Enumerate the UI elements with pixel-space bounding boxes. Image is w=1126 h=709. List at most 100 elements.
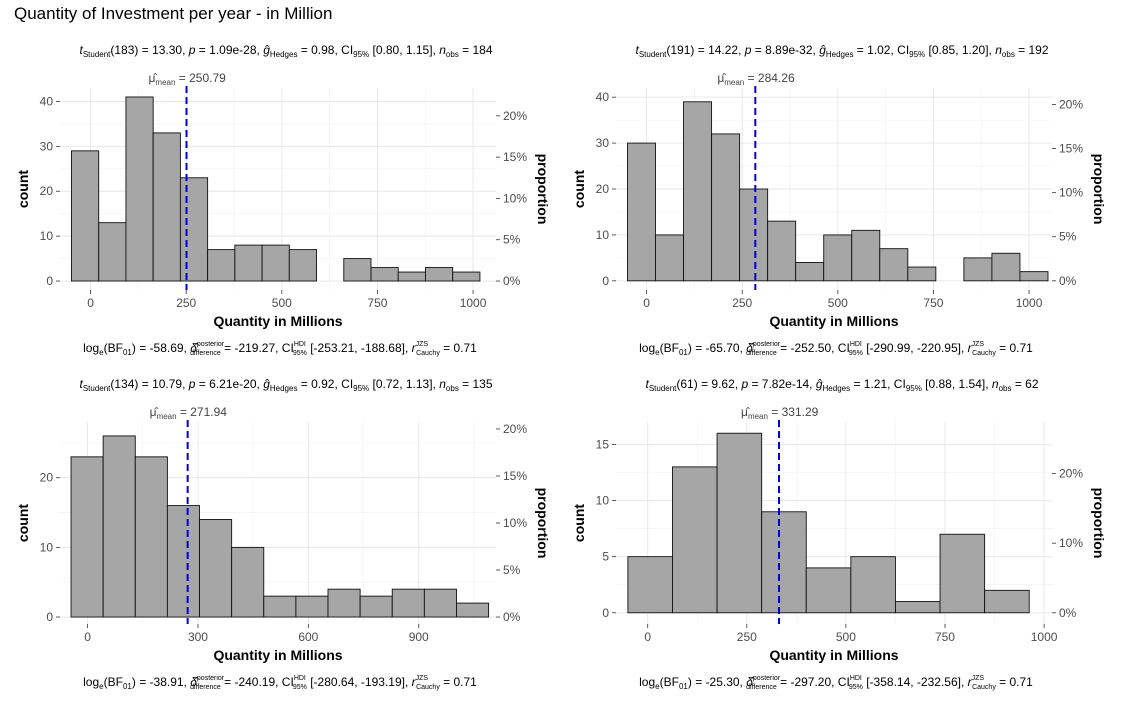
cap-logbf-value: ) = -25.30,	[688, 675, 746, 689]
histogram-bar	[907, 266, 937, 282]
x-tick-label: 600	[298, 630, 318, 644]
mean-symbol: μ̂	[741, 405, 750, 419]
cap-bf: (BF	[104, 675, 123, 689]
histogram-bar	[850, 556, 896, 614]
stat-t-subscript: Student	[639, 50, 667, 59]
stat-g-symbol: ĝ	[819, 43, 826, 57]
cap-ci-value: [-280.64, -193.19],	[307, 675, 412, 689]
y-tick-label: 10	[40, 540, 54, 554]
x-tick-label: 1000	[1031, 630, 1058, 644]
stat-t-symbol: t	[79, 377, 83, 391]
cap-r-symbol: r	[412, 341, 417, 355]
histogram-bar	[263, 595, 297, 618]
stat-t-symbol: t	[635, 43, 639, 57]
y-tick-label: 0	[602, 274, 609, 288]
mean-subscript: mean	[748, 412, 768, 421]
x-tick-label: 250	[732, 296, 752, 310]
stat-n-subscript: obs	[1002, 50, 1015, 59]
mean-value: = 284.26	[744, 71, 795, 85]
cap-r-value: = 0.71	[996, 675, 1033, 689]
x-tick-label: 500	[272, 296, 292, 310]
stat-t-subscript: Student	[83, 384, 111, 393]
histogram-bar	[231, 546, 265, 618]
cap-bf: (BF	[660, 341, 679, 355]
stats-subtitle: tStudent(191) = 14.22, p = 8.89e-32, ĝHe…	[635, 43, 1048, 59]
proportion-axis-title: proportion	[535, 488, 551, 559]
proportion-tick-label: 15%	[503, 469, 527, 483]
cap-delta-sub: difference	[190, 350, 221, 357]
x-axis-title: Quantity in Millions	[769, 313, 898, 329]
stat-ci-value: [0.85, 1.20],	[925, 43, 995, 57]
y-tick-label: 10	[40, 229, 54, 243]
mean-subscript: mean	[155, 78, 175, 87]
histogram-bar	[125, 96, 154, 282]
proportion-tick-label: 0%	[503, 610, 521, 624]
stat-n-symbol: n	[439, 377, 446, 391]
mean-subscript: mean	[157, 412, 177, 421]
cap-ci-sup: HDI	[294, 675, 306, 682]
cap-ci-sup: HDI	[294, 341, 306, 348]
histogram-bar	[288, 249, 318, 282]
cap-ci-sup: HDI	[850, 341, 862, 348]
proportion-tick-label: 20%	[1059, 467, 1083, 481]
histogram-bar	[716, 432, 763, 614]
histogram-bar	[1019, 271, 1049, 282]
proportion-tick-label: 0%	[503, 274, 521, 288]
histogram-bar	[425, 267, 454, 282]
cap-bf-sub: 01	[679, 682, 688, 691]
stat-p-value: = 1.09e-28,	[195, 43, 263, 57]
histogram-bar	[370, 267, 399, 282]
proportion-axis-title: proportion	[1091, 154, 1107, 225]
cap-ci-sub: 95%	[293, 350, 307, 357]
cap-delta-value: = -252.50, CI	[777, 341, 850, 355]
x-tick-label: 750	[923, 296, 943, 310]
proportion-tick-label: 10%	[1059, 186, 1083, 200]
y-tick-label: 20	[40, 471, 54, 485]
stat-ci-value: [0.80, 1.15],	[369, 43, 439, 57]
stat-n-value: = 135	[459, 377, 493, 391]
histogram-bar	[805, 567, 852, 614]
stat-g-value: = 1.21, CI	[850, 377, 906, 391]
proportion-tick-label: 0%	[1059, 274, 1077, 288]
proportion-tick-label: 10%	[503, 516, 527, 530]
cap-logbf-value: ) = -38.91,	[132, 675, 190, 689]
stat-g-subscript: Hedges	[823, 384, 851, 393]
histogram-bar	[452, 271, 481, 282]
y-tick-label: 0	[602, 606, 609, 620]
histogram-bar	[711, 133, 741, 282]
histogram-bar	[234, 244, 263, 282]
stat-t-symbol: t	[79, 43, 83, 57]
x-tick-label: 1000	[1016, 296, 1043, 310]
y-tick-label: 10	[596, 494, 610, 508]
stat-p-value: = 6.21e-20,	[195, 377, 263, 391]
cap-r-value: = 0.71	[996, 341, 1033, 355]
cap-r-symbol: r	[968, 675, 973, 689]
stat-n-subscript: obs	[999, 384, 1012, 393]
stat-t-value: (191) = 14.22,	[666, 43, 744, 57]
cap-log-sub: e	[655, 682, 660, 691]
mean-symbol: μ̂	[717, 71, 726, 85]
proportion-tick-label: 10%	[503, 191, 527, 205]
cap-delta-value: = -219.27, CI	[221, 341, 294, 355]
proportion-tick-label: 15%	[1059, 142, 1083, 156]
stat-t-value: (134) = 10.79,	[110, 377, 188, 391]
cap-delta-value: = -240.19, CI	[221, 675, 294, 689]
histogram-bar	[359, 595, 393, 618]
y-tick-label: 20	[596, 182, 610, 196]
cap-delta-sup: posterior	[197, 675, 225, 682]
cap-ci-value: [-290.99, -220.95],	[863, 341, 968, 355]
cap-bf: (BF	[660, 675, 679, 689]
histogram-bar	[152, 132, 181, 282]
stat-p-symbol: p	[744, 43, 752, 57]
cap-log: log	[83, 341, 99, 355]
stat-ci-value: [0.72, 1.13],	[369, 377, 439, 391]
stat-n-value: = 184	[459, 43, 493, 57]
histogram-bar	[984, 589, 1030, 614]
stat-n-value: = 62	[1011, 377, 1038, 391]
stat-ci-subscript: 95%	[906, 384, 922, 393]
y-tick-label: 40	[40, 94, 54, 108]
stat-ci-subscript: 95%	[909, 50, 925, 59]
cap-r-sup: JZS	[972, 341, 985, 348]
